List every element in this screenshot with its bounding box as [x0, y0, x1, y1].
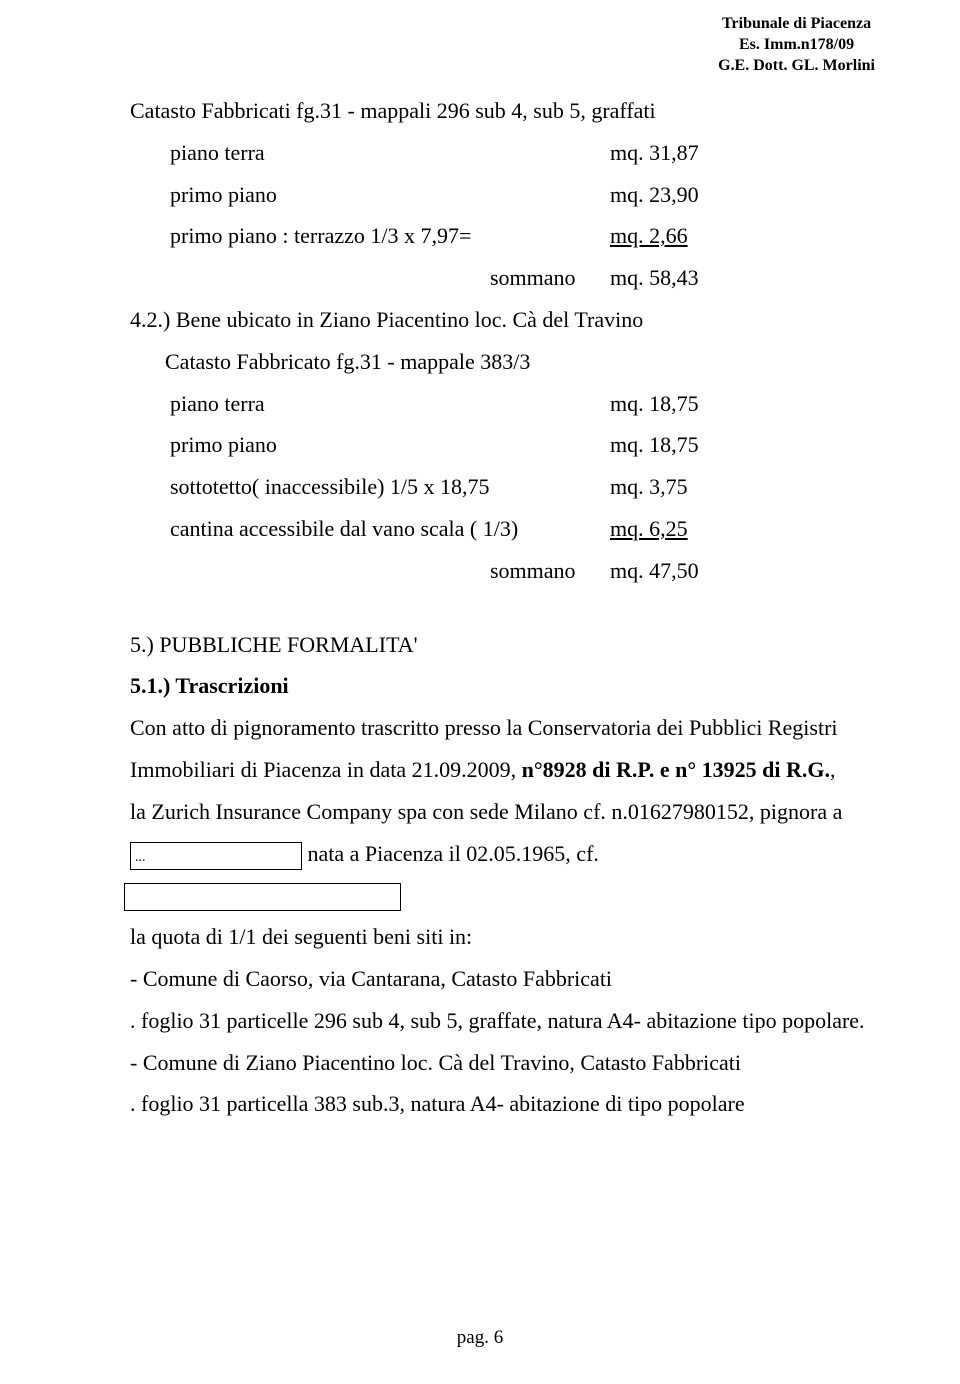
document-body: Catasto Fabbricati fg.31 - mappali 296 s…: [110, 90, 875, 1125]
row-value: mq. 23,90: [610, 174, 730, 216]
row-label: piano terra: [170, 383, 610, 425]
header-line1: Tribunale di Piacenza: [718, 14, 875, 35]
sum-row: sommano mq. 58,43: [170, 257, 875, 299]
sum-value: mq. 47,50: [610, 550, 730, 592]
section5-sub: 5.1.) Trascrizioni: [110, 665, 875, 707]
block2-title: 4.2.) Bene ubicato in Ziano Piacentino l…: [110, 299, 875, 341]
row-value: mq. 18,75: [610, 383, 730, 425]
sum-label: sommano: [490, 257, 610, 299]
paragraph-line: . foglio 31 particella 383 sub.3, natura…: [110, 1083, 875, 1125]
row-label: cantina accessibile dal vano scala ( 1/3…: [170, 508, 610, 550]
table-row: primo piano : terrazzo 1/3 x 7,97= mq. 2…: [170, 215, 875, 257]
header-line2: Es. Imm.n178/09: [718, 35, 875, 56]
row-value: mq. 18,75: [610, 424, 730, 466]
row-value: mq. 2,66: [610, 215, 730, 257]
paragraph-line: Immobiliari di Piacenza in data 21.09.20…: [110, 749, 875, 791]
table-row: primo piano mq. 18,75: [170, 424, 875, 466]
page-footer: pag. 6: [0, 1320, 960, 1356]
paragraph-line: Con atto di pignoramento trascritto pres…: [110, 707, 875, 749]
page-header: Tribunale di Piacenza Es. Imm.n178/09 G.…: [718, 14, 875, 76]
paragraph-line: la quota di 1/1 dei seguenti beni siti i…: [110, 916, 875, 958]
table-row: piano terra mq. 31,87: [170, 132, 875, 174]
paragraph-line: ... nata a Piacenza il 02.05.1965, cf. .…: [110, 833, 875, 917]
row-value: mq. 6,25: [610, 508, 730, 550]
row-label: sottotetto( inaccessibile) 1/5 x 18,75: [170, 466, 610, 508]
row-label: primo piano: [170, 424, 610, 466]
redacted-box: ...: [130, 842, 302, 870]
sum-row: sommano mq. 47,50: [170, 550, 875, 592]
paragraph-line: . foglio 31 particelle 296 sub 4, sub 5,…: [110, 1000, 875, 1042]
table-row: cantina accessibile dal vano scala ( 1/3…: [170, 508, 875, 550]
row-value: mq. 31,87: [610, 132, 730, 174]
table-row: primo piano mq. 23,90: [170, 174, 875, 216]
row-value: mq. 3,75: [610, 466, 730, 508]
paragraph-line: - Comune di Ziano Piacentino loc. Cà del…: [110, 1042, 875, 1084]
table-row: sottotetto( inaccessibile) 1/5 x 18,75 m…: [170, 466, 875, 508]
paragraph-line: la Zurich Insurance Company spa con sede…: [110, 791, 875, 833]
row-label: primo piano: [170, 174, 360, 216]
paragraph-line: - Comune di Caorso, via Cantarana, Catas…: [110, 958, 875, 1000]
block1-title: Catasto Fabbricati fg.31 - mappali 296 s…: [110, 90, 875, 132]
redacted-box: [124, 883, 401, 911]
row-label: piano terra: [170, 132, 360, 174]
row-label: primo piano : terrazzo 1/3 x 7,97=: [170, 215, 610, 257]
section5-title: 5.) PUBBLICHE FORMALITA': [110, 624, 875, 666]
sum-value: mq. 58,43: [610, 257, 730, 299]
header-line3: G.E. Dott. GL. Morlini: [718, 56, 875, 77]
table-row: piano terra mq. 18,75: [170, 383, 875, 425]
block2-subtitle: Catasto Fabbricato fg.31 - mappale 383/3: [110, 341, 875, 383]
sum-label: sommano: [490, 550, 610, 592]
